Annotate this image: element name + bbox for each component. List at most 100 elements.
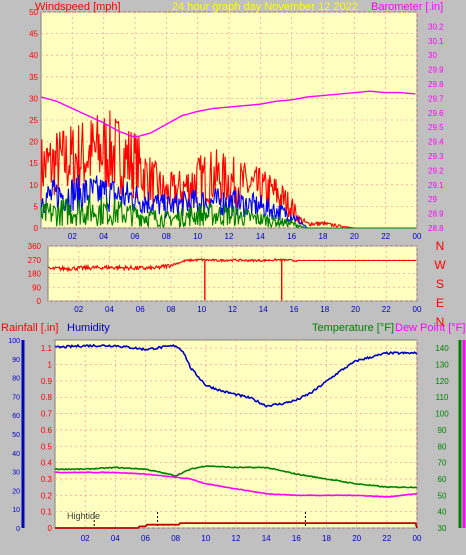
humidity-line	[54, 343, 418, 408]
wind-tick-label: 25	[29, 116, 38, 125]
x-tick-label: 02	[74, 305, 83, 314]
x-tick-label: 06	[131, 232, 140, 241]
wind-direction-line	[47, 257, 417, 273]
rain-tick-label: 0.9	[41, 377, 53, 386]
x-tick-label: 02	[68, 232, 77, 241]
hightide-annotation: Hightide	[67, 511, 100, 521]
rain-tick-label: 0.4	[41, 459, 53, 468]
barometer-tick-label: 29.9	[428, 66, 444, 75]
compass-label: N	[436, 315, 445, 329]
rain-tick-label: 1	[48, 361, 53, 370]
x-tick-label: 14	[262, 534, 271, 543]
x-tick-label: 06	[136, 305, 145, 314]
barometer-axis-title: Barometer [.in]	[371, 1, 443, 13]
x-tick-label: 22	[382, 534, 391, 543]
x-tick-label: 10	[201, 534, 210, 543]
x-tick-label: 20	[351, 305, 360, 314]
x-tick-label: 12	[232, 534, 241, 543]
humidity-tick-label: 20	[12, 488, 20, 495]
dewpoint-axis-title: Dew Point [°F]	[395, 322, 465, 334]
wind-tick-label: 30	[29, 94, 38, 103]
direction-tick-label: 180	[28, 270, 42, 279]
barometer-tick-label: 30.1	[428, 37, 444, 46]
barometer-tick-label: 29.6	[428, 109, 444, 118]
humidity-tick-label: 60	[12, 413, 20, 420]
humidity-tick-label: 80	[12, 376, 20, 383]
temperature-tick-label: 80	[438, 442, 447, 451]
compass-label: E	[436, 296, 444, 310]
barometer-tick-label: 29.7	[428, 94, 444, 103]
barometer-line	[40, 90, 416, 139]
temperature-tick-label: 130	[435, 361, 449, 370]
x-tick-label: 00	[413, 305, 422, 314]
x-tick-label: 18	[319, 232, 328, 241]
humidity-axis-title: Humidity	[67, 322, 110, 334]
x-tick-label: 18	[322, 534, 331, 543]
temperature-tick-label: 140	[435, 344, 449, 353]
temperature-tick-label: 40	[438, 508, 447, 517]
plot-area	[54, 339, 418, 529]
barometer-tick-label: 30	[428, 51, 437, 60]
rain-tick-label: 0.6	[41, 426, 53, 435]
rain-tick-label: 0.2	[41, 491, 53, 500]
rainfall-line	[55, 522, 418, 529]
direction-tick-label: 270	[28, 256, 42, 265]
humidity-tick-label: 50	[12, 432, 20, 439]
temperature-tick-label: 90	[438, 426, 447, 435]
rainfall-axis-title: Rainfall [.in]	[1, 322, 58, 334]
temperature-tick-label: 110	[436, 393, 449, 402]
temperature-tick-label: 30	[438, 524, 447, 533]
direction-tick-label: 90	[32, 283, 41, 292]
x-tick-label: 06	[141, 534, 150, 543]
wind-tick-label: 5	[34, 202, 39, 211]
rain-tick-label: 0	[48, 524, 53, 533]
temperature-tick-label: 120	[435, 377, 449, 386]
wind-tick-label: 40	[29, 51, 38, 60]
x-tick-label: 08	[167, 305, 176, 314]
x-tick-label: 22	[381, 232, 390, 241]
temperature-tick-label: 100	[435, 410, 449, 419]
rain-tick-label: 1.1	[41, 344, 53, 353]
compass-label: N	[436, 239, 445, 253]
rain-tick-label: 0.5	[41, 442, 53, 451]
wind-tick-label: 0	[34, 224, 39, 233]
x-tick-label: 12	[225, 232, 234, 241]
barometer-tick-label: 30.2	[428, 22, 444, 31]
rain-tick-label: 0.3	[41, 475, 53, 484]
humidity-tick-label: 40	[12, 451, 20, 458]
barometer-tick-label: 29.5	[428, 123, 444, 132]
x-tick-label: 08	[171, 534, 180, 543]
windspeed-axis-title: Windspeed [mph]	[35, 1, 121, 13]
rain-humidity-temperature-panel: 0 0.1 0.2 0.3 0.4 0.5 0.6 0.7 0.8 0.9 1 1.1 0 10 20 30 4…	[8, 338, 466, 543]
humidity-tick-label: 10	[12, 507, 20, 514]
humidity-tick-label: 70	[12, 394, 20, 401]
rain-tick-label: 0.7	[41, 410, 53, 419]
temperature-axis-title: Temperature [°F]	[312, 322, 394, 334]
barometer-tick-label: 29.8	[428, 80, 444, 89]
rain-tick-label: 0.1	[41, 508, 53, 517]
x-tick-label: 04	[111, 534, 120, 543]
x-tick-label: 14	[256, 232, 265, 241]
wind-average-line	[40, 195, 417, 230]
humidity-tick-label: 100	[8, 338, 20, 345]
x-tick-label: 16	[292, 534, 301, 543]
temperature-tick-label: 60	[438, 475, 447, 484]
barometer-tick-label: 29.1	[428, 181, 444, 190]
rain-tick-label: 0.8	[41, 393, 53, 402]
wind-tick-label: 45	[29, 30, 38, 39]
x-tick-label: 04	[105, 305, 114, 314]
x-tick-label: 00	[413, 534, 422, 543]
x-tick-label: 00	[413, 232, 422, 241]
barometer-tick-label: 29.2	[428, 166, 444, 175]
wind-tick-label: 10	[29, 181, 38, 190]
dewpoint-line	[54, 471, 417, 498]
wind-tick-label: 35	[29, 73, 38, 82]
compass-label: W	[434, 258, 446, 272]
humidity-tick-label: 0	[16, 526, 20, 533]
x-tick-label: 02	[81, 534, 90, 543]
wind-barometer-panel: 0 5 10 15 20 25 30 35 40 45 50 28.8 28.9 29 29.1 29.2 29…	[29, 8, 444, 241]
graph-title: 24 hour graph day November 12 2022	[172, 1, 358, 13]
x-tick-label: 16	[290, 305, 299, 314]
